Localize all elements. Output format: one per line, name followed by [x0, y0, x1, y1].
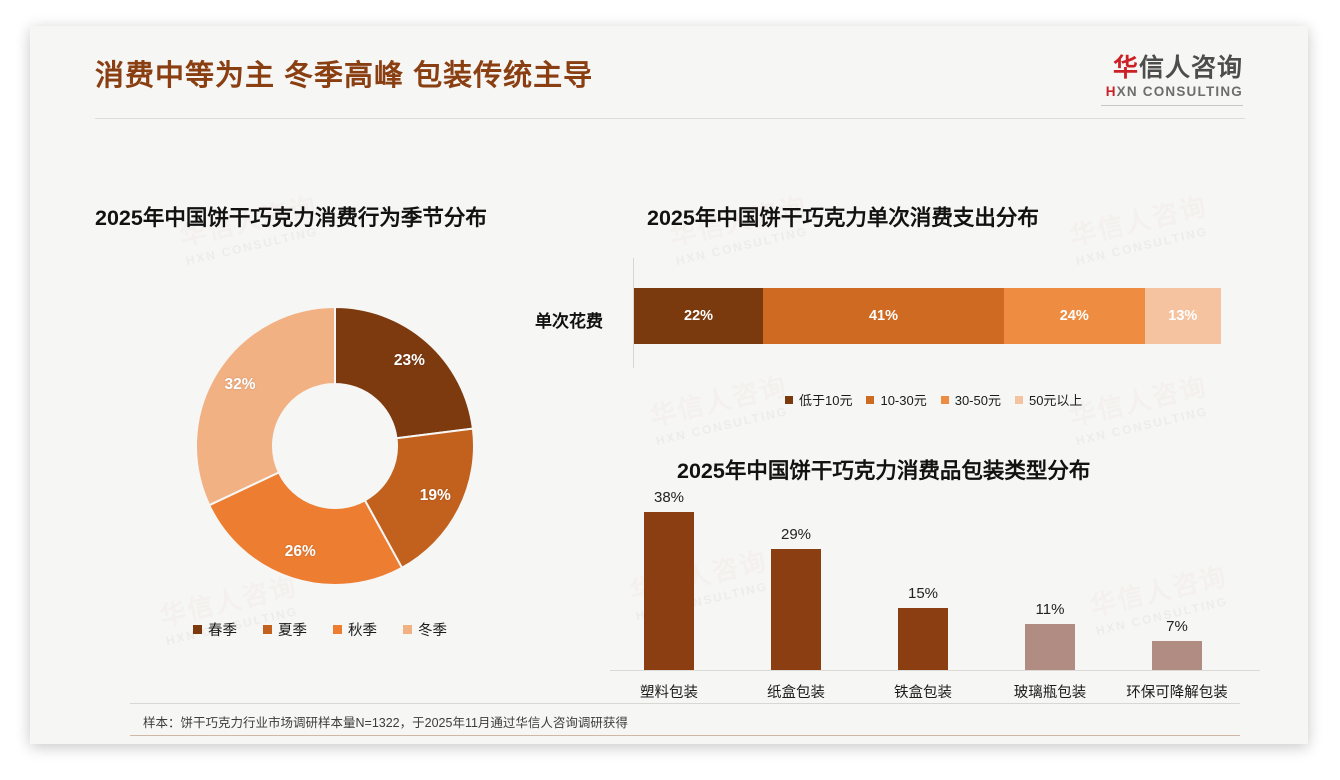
column-bar-group: 7%	[1152, 618, 1202, 670]
legend-swatch-icon	[940, 395, 949, 404]
logo-english-text: HXN CONSULTING	[1101, 84, 1243, 99]
slide-header: 消费中等为主 冬季高峰 包装传统主导 华信人咨询 HXN CONSULTING	[30, 26, 1308, 119]
donut-legend-item[interactable]: 秋季	[333, 619, 377, 640]
stacked-bar-segment[interactable]: 13%	[1144, 288, 1221, 344]
column-chart-title: 2025年中国饼干巧克力消费品包装类型分布	[677, 459, 1091, 483]
logo-chinese-text: 华信人咨询	[1101, 54, 1243, 83]
legend-swatch-icon	[866, 395, 875, 404]
column-value-label: 7%	[1166, 617, 1188, 635]
column-value-label: 29%	[780, 526, 812, 544]
donut-legend-label: 夏季	[278, 623, 307, 639]
column-bar[interactable]	[644, 512, 694, 670]
column-category-label: 铁盒包装	[894, 685, 952, 701]
donut-hole	[273, 384, 397, 508]
stacked-bar-legend-label: 50元以上	[1028, 393, 1083, 408]
column-baseline	[610, 670, 1260, 671]
stacked-bar-segment[interactable]: 24%	[1003, 288, 1145, 344]
column-bar[interactable]	[771, 549, 821, 670]
logo-en-rest: XN CONSULTING	[1116, 83, 1243, 99]
donut-legend-item[interactable]: 冬季	[403, 619, 447, 640]
column-value-label: 15%	[907, 584, 939, 602]
legend-swatch-icon	[1014, 395, 1023, 404]
donut-slice-label: 19%	[419, 487, 451, 505]
footer-divider	[130, 735, 1240, 736]
column-bar[interactable]	[1152, 640, 1202, 670]
donut-chart: 23% 19% 26% 32%	[185, 296, 485, 596]
legend-swatch-icon	[403, 625, 412, 634]
watermark-cn: 华信人咨询	[1066, 186, 1211, 254]
logo-en-accent: H	[1105, 83, 1117, 99]
brand-logo: 华信人咨询 HXN CONSULTING	[1101, 54, 1243, 106]
donut-chart-svg	[195, 305, 475, 586]
watermark-en: HXN CONSULTING	[654, 404, 790, 449]
legend-swatch-icon	[193, 625, 202, 634]
stacked-bar-legend-label: 低于10元	[799, 393, 853, 408]
stacked-bar-row-label: 单次花费	[535, 312, 603, 331]
donut-legend-item[interactable]: 夏季	[263, 619, 307, 640]
column-bar[interactable]	[898, 607, 948, 670]
logo-cn-accent: 华	[1112, 54, 1139, 82]
legend-swatch-icon	[785, 395, 793, 404]
watermark-en: HXN CONSULTING	[1074, 224, 1210, 269]
sample-divider	[130, 703, 1240, 704]
legend-swatch-icon	[333, 625, 342, 634]
stacked-bar-legend-item[interactable]: 30-50元	[940, 390, 1001, 409]
slide-card: 华信人咨询 HXN CONSULTING 华信人咨询 HXN CONSULTIN…	[30, 26, 1308, 744]
column-bar-group: 38%	[644, 489, 694, 670]
stacked-bar-title: 2025年中国饼干巧克力单次消费支出分布	[647, 206, 1039, 230]
donut-slice-label: 32%	[224, 375, 256, 393]
watermark: 华信人咨询 HXN CONSULTING	[1066, 186, 1214, 268]
column-category-label: 纸盒包装	[767, 685, 825, 701]
donut-chart-title: 2025年中国饼干巧克力消费行为季节分布	[95, 206, 487, 230]
watermark-cn: 华信人咨询	[1066, 366, 1211, 434]
stacked-bar-legend-item[interactable]: 10-30元	[866, 390, 927, 409]
watermark-cn: 华信人咨询	[646, 366, 791, 434]
watermark-en: HXN CONSULTING	[1074, 404, 1210, 449]
donut-legend-label: 冬季	[418, 623, 447, 639]
stacked-bar-segment[interactable]: 41%	[763, 288, 1004, 344]
column-bar-group: 29%	[771, 526, 821, 670]
stacked-bar-segment[interactable]: 22%	[634, 288, 764, 344]
page-title: 消费中等为主 冬季高峰 包装传统主导	[95, 60, 594, 92]
donut-legend: 春季 夏季 秋季 冬季	[193, 619, 447, 640]
donut-slice-label: 26%	[284, 542, 316, 560]
column-value-label: 38%	[653, 489, 685, 506]
stacked-bar-axis	[633, 258, 634, 368]
donut-legend-label: 秋季	[348, 623, 377, 639]
donut-legend-label: 春季	[208, 623, 237, 639]
watermark: 华信人咨询 HXN CONSULTING	[1066, 366, 1214, 448]
stacked-bar: 22% 41% 24% 13%	[634, 288, 1221, 344]
column-category-label: 塑料包装	[640, 685, 698, 701]
column-category-label: 环保可降解包装	[1126, 685, 1228, 701]
stacked-bar-legend-label: 10-30元	[880, 393, 927, 408]
logo-divider	[1101, 104, 1243, 106]
stacked-bar-legend-label: 30-50元	[954, 393, 1001, 408]
header-divider	[95, 118, 1245, 119]
stacked-bar-legend-item[interactable]: 50元以上	[1014, 390, 1083, 409]
column-category-label: 玻璃瓶包装	[1013, 685, 1087, 701]
column-value-label: 11%	[1035, 601, 1065, 619]
column-bar-group: 15%	[898, 585, 948, 670]
column-bar-group: 11%	[1025, 601, 1075, 670]
donut-legend-item[interactable]: 春季	[193, 619, 237, 640]
column-bar[interactable]	[1025, 624, 1075, 670]
column-chart: 38% 29% 15% 11% 7%	[610, 489, 1260, 671]
sample-note: 样本：饼干巧克力行业市场调研样本量N=1322，于2025年11月通过华信人咨询…	[143, 716, 628, 730]
stacked-bar-legend: 低于10元 10-30元 30-50元 50元以上	[785, 390, 1082, 409]
donut-slice-label: 23%	[393, 351, 425, 369]
legend-swatch-icon	[263, 625, 272, 634]
logo-cn-rest: 信人咨询	[1138, 54, 1243, 82]
watermark: 华信人咨询 HXN CONSULTING	[646, 366, 794, 448]
stacked-bar-legend-item[interactable]: 低于10元	[785, 390, 852, 409]
